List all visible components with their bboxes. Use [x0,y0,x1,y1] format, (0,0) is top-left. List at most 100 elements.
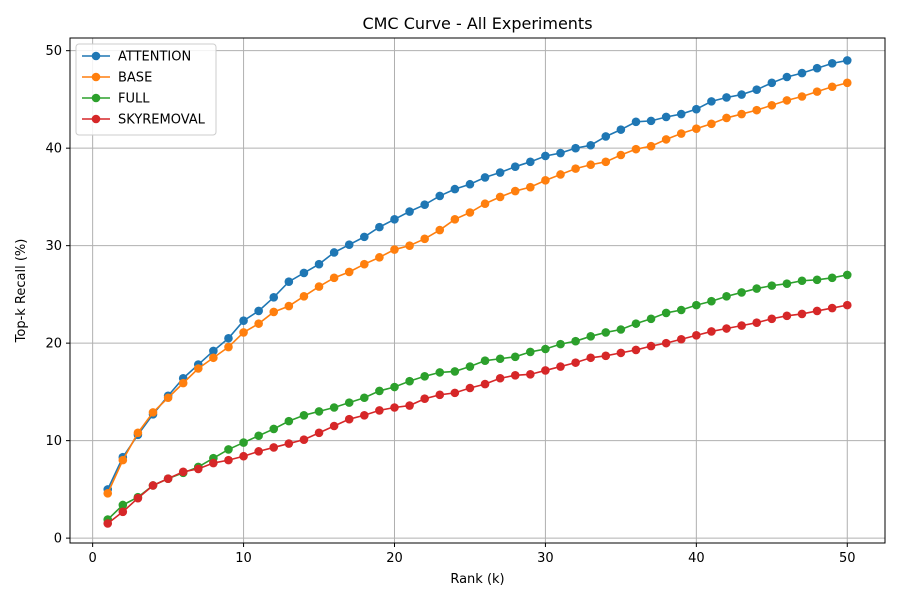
data-point-full [782,279,792,288]
data-point-base [375,253,384,262]
data-point-skyremoval [782,311,792,321]
data-point-full [752,284,762,293]
y-tick-label: 50 [45,44,62,59]
data-point-base [193,364,203,373]
data-point-full [224,445,233,454]
data-point-skyremoval [722,324,731,333]
data-point-skyremoval [767,314,777,324]
data-point-skyremoval [360,410,369,420]
data-point-skyremoval [420,394,429,404]
data-point-skyremoval [314,428,324,438]
data-point-skyremoval [842,300,852,310]
data-point-full [722,292,731,301]
data-point-base [269,307,279,317]
data-point-attention [752,85,762,94]
data-point-skyremoval [510,371,520,380]
data-point-full [692,300,701,310]
data-point-base [133,428,143,438]
data-point-attention [450,184,460,194]
data-point-skyremoval [329,421,339,431]
data-point-attention [224,333,233,343]
data-point-base [631,144,641,154]
data-point-base [722,113,731,123]
data-point-base [526,182,535,192]
chart-title: CMC Curve - All Experiments [362,14,592,33]
data-point-full [737,288,746,297]
data-point-full [601,328,611,337]
data-point-full [284,416,294,426]
data-point-attention [646,116,656,126]
data-point-attention [797,68,807,78]
data-point-attention [631,117,641,127]
data-point-attention [541,151,550,161]
data-point-full [269,424,279,434]
data-point-attention [269,293,279,302]
data-point-base [495,192,505,202]
data-point-skyremoval [586,353,595,363]
data-point-skyremoval [526,370,535,379]
data-point-attention [556,148,565,158]
x-tick-label: 40 [688,551,705,566]
data-point-base [842,78,852,88]
data-point-base [767,100,777,110]
data-point-attention [676,109,686,119]
data-point-base [737,109,746,119]
x-tick-label: 30 [537,551,554,566]
data-point-attention [692,104,701,114]
data-point-attention [707,97,716,106]
data-point-full [435,368,445,377]
data-point-base [118,455,128,465]
data-point-base [646,141,656,151]
data-point-skyremoval [495,373,505,383]
data-point-base [390,245,399,254]
data-point-full [571,336,580,346]
data-point-skyremoval [299,435,309,444]
data-point-base [797,92,807,101]
legend-marker-attention [91,51,101,61]
data-point-base [344,267,354,277]
data-point-base [209,353,218,363]
data-point-attention [329,248,339,257]
data-point-attention [360,232,369,242]
data-point-attention [435,191,445,201]
data-point-base [103,488,113,498]
data-point-base [661,135,671,144]
data-point-skyremoval [224,455,233,465]
data-point-base [556,170,565,179]
data-point-skyremoval [571,358,580,367]
data-point-attention [299,268,309,278]
data-point-skyremoval [556,362,565,371]
data-point-full [797,276,807,286]
data-point-base [148,408,158,417]
data-point-full [329,403,339,412]
data-point-full [812,275,822,285]
data-point-base [510,186,520,196]
data-point-full [631,319,641,328]
data-point-base [676,129,686,138]
data-point-base [465,208,475,217]
data-point-skyremoval [752,318,762,327]
data-point-skyremoval [193,464,203,474]
data-point-skyremoval [707,327,716,336]
data-point-full [405,376,414,386]
data-point-base [284,301,294,311]
data-point-skyremoval [465,383,475,393]
data-point-attention [480,173,490,182]
data-point-full [450,367,460,376]
data-point-skyremoval [390,403,399,412]
data-point-base [616,150,626,160]
data-point-skyremoval [405,401,414,410]
data-point-full [118,500,128,510]
legend-marker-skyremoval [91,114,101,124]
y-tick-label: 10 [45,434,62,449]
data-point-full [510,352,520,362]
legend-box [75,43,217,136]
data-point-base [435,225,445,235]
data-point-attention [284,277,294,287]
data-point-base [827,82,837,92]
data-point-base [752,105,762,115]
data-point-full [480,356,490,365]
series-skyremoval [103,300,852,528]
legend-marker-base [91,72,101,82]
data-point-full [239,438,248,447]
